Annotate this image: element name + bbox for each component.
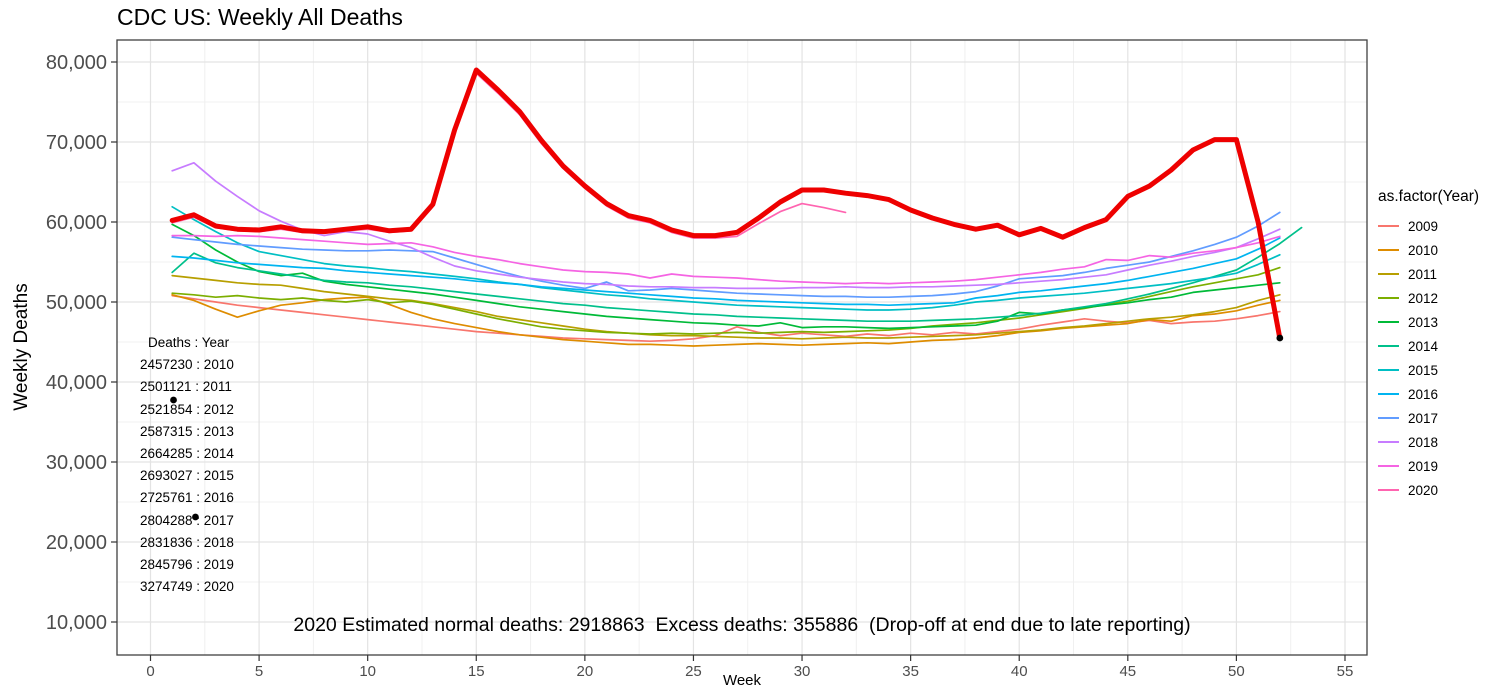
- legend-item-2013: 2013: [1378, 310, 1498, 334]
- x-tick-label: 0: [146, 663, 154, 680]
- legend-label: 2015: [1408, 362, 1439, 378]
- legend-item-2012: 2012: [1378, 286, 1498, 310]
- y-tick-label: 40,000: [46, 372, 107, 394]
- legend-line-swatch: [1378, 345, 1399, 347]
- legend-item-2019: 2019: [1378, 454, 1498, 478]
- legend-item-2020: 2020: [1378, 478, 1498, 502]
- legend-item-2015: 2015: [1378, 358, 1498, 382]
- series-line-2016: [171, 237, 1281, 307]
- legend-label: 2016: [1408, 386, 1439, 402]
- series-line-2019: [171, 234, 1281, 285]
- legend-item-2014: 2014: [1378, 334, 1498, 358]
- legend-line-swatch: [1378, 465, 1399, 467]
- annotation-line: 2804288 : 2017: [140, 512, 234, 528]
- x-tick-label: 5: [255, 663, 263, 680]
- x-tick-label: 25: [685, 663, 702, 680]
- legend-line-swatch: [1378, 369, 1399, 371]
- annotation-header: Deaths : Year: [148, 335, 230, 350]
- legend-line-swatch: [1378, 225, 1399, 227]
- legend-title: as.factor(Year): [1378, 188, 1480, 205]
- x-tick-label: 30: [794, 663, 811, 680]
- legend-line-swatch: [1378, 393, 1399, 395]
- series-line-2015: [171, 205, 1281, 311]
- legend-line-swatch: [1378, 441, 1399, 443]
- legend-label: 2014: [1408, 338, 1439, 354]
- legend-item-2017: 2017: [1378, 406, 1498, 430]
- legend-label: 2020: [1408, 482, 1439, 498]
- annotation-line: 2725761 : 2016: [140, 490, 234, 506]
- legend-label: 2013: [1408, 314, 1439, 330]
- deaths-by-year-annotation: Deaths : Year 2457230 : 2010 2501121 : 201…: [140, 332, 234, 598]
- data-point-dot: [192, 513, 199, 521]
- annotation-line: 2831836 : 2018: [140, 534, 234, 550]
- legend-line-swatch: [1378, 321, 1399, 323]
- x-tick-label: 50: [1228, 663, 1245, 680]
- y-tick-label: 70,000: [46, 132, 107, 154]
- excess-deaths-annotation: 2020 Estimated normal deaths: 2918863 Ex…: [293, 614, 1191, 636]
- data-point-dot: [170, 396, 177, 404]
- annotation-line: 2587315 : 2013: [140, 423, 234, 439]
- annotation-line: 2457230 : 2010: [140, 357, 234, 373]
- series-line-2013: [171, 223, 1281, 330]
- annotation-line: 2664285 : 2014: [140, 446, 234, 462]
- series-line-2017: [171, 211, 1281, 299]
- y-tick-label: 20,000: [46, 532, 107, 554]
- series-line-2018: [171, 161, 1281, 290]
- annotation-line: 2521854 : 2012: [140, 401, 234, 417]
- legend-label: 2018: [1408, 434, 1439, 450]
- legend-label: 2012: [1408, 290, 1439, 306]
- x-tick-label: 55: [1337, 663, 1354, 680]
- legend-line-swatch: [1378, 249, 1399, 251]
- annotation-line: 3274749 : 2020: [140, 579, 234, 595]
- annotation-line: 2845796 : 2019: [140, 557, 234, 573]
- data-point-dot: [1276, 334, 1284, 342]
- legend-label: 2019: [1408, 458, 1439, 474]
- chart-title: CDC US: Weekly All Deaths: [117, 4, 403, 30]
- panel-background: [117, 40, 1367, 655]
- legend-label: 2010: [1408, 242, 1439, 258]
- y-tick-label: 80,000: [46, 52, 107, 74]
- y-axis-title: Weekly Deaths: [11, 283, 32, 411]
- legend-item-2010: 2010: [1378, 238, 1498, 262]
- x-tick-label: 45: [1119, 663, 1136, 680]
- legend-item-2018: 2018: [1378, 430, 1498, 454]
- legend-line-swatch: [1378, 489, 1399, 491]
- x-tick-label: 15: [468, 663, 485, 680]
- legend-label: 2011: [1408, 266, 1438, 282]
- y-tick-label: 30,000: [46, 452, 107, 474]
- legend: as.factor(Year) 2009 2010 2011 2012 2013 2014…: [1378, 188, 1498, 502]
- legend-line-swatch: [1378, 297, 1399, 299]
- legend-item-2011: 2011: [1378, 262, 1498, 286]
- series-line-2009: [171, 294, 1281, 343]
- y-tick-label: 50,000: [46, 292, 107, 314]
- legend-label: 2017: [1408, 410, 1439, 426]
- x-tick-label: 40: [1011, 663, 1028, 680]
- x-axis-title: Week: [722, 672, 762, 689]
- series-line-2014: [171, 226, 1303, 323]
- y-tick-label: 10,000: [46, 612, 107, 634]
- annotation-line: 2693027 : 2015: [140, 468, 234, 484]
- panel-border: [116, 39, 1368, 656]
- x-tick-label: 10: [359, 663, 376, 680]
- legend-item-2009: 2009: [1378, 214, 1498, 238]
- series-line-2011: [171, 274, 1281, 340]
- y-tick-label: 60,000: [46, 212, 107, 234]
- series-line-2010: [171, 293, 1281, 347]
- legend-item-2016: 2016: [1378, 382, 1498, 406]
- x-tick-label: 35: [902, 663, 919, 680]
- legend-label: 2009: [1408, 218, 1439, 234]
- series-line-2020-highlight: [169, 67, 1283, 341]
- legend-line-swatch: [1378, 273, 1399, 275]
- x-tick-label: 20: [577, 663, 594, 680]
- legend-line-swatch: [1378, 417, 1399, 419]
- annotation-line: 2501121 : 2011: [140, 379, 232, 395]
